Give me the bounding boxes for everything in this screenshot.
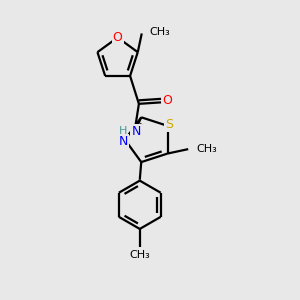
Text: CH₃: CH₃ — [149, 27, 170, 37]
Text: O: O — [113, 31, 122, 44]
Text: N: N — [119, 135, 128, 148]
Text: H: H — [119, 126, 128, 136]
Text: O: O — [163, 94, 172, 107]
Text: CH₃: CH₃ — [196, 144, 217, 154]
Text: CH₃: CH₃ — [129, 250, 150, 260]
Text: N: N — [131, 125, 141, 138]
Text: S: S — [165, 118, 173, 131]
